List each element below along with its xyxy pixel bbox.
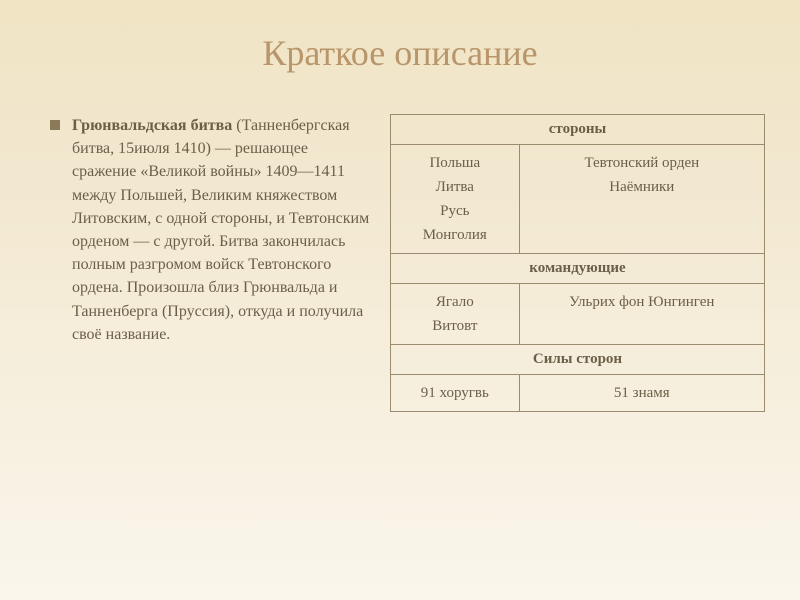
commanders-header: командующие <box>391 254 765 284</box>
description-body: (Танненбергская битва, 15июля 1410) — ре… <box>72 117 369 343</box>
content-area: Грюнвальдская битва (Танненбергская битв… <box>0 74 800 412</box>
side-item: Польша <box>399 151 511 175</box>
description-bold: Грюнвальдская битва <box>72 117 232 134</box>
side-item: Наёмники <box>528 175 756 199</box>
commander-item: Ульрих фон Юнгинген <box>528 290 756 314</box>
commanders-right-cell: Ульрих фон Юнгинген <box>519 284 764 345</box>
side-item: Русь <box>399 199 511 223</box>
side-item: Тевтонский орден <box>528 151 756 175</box>
bullet-item: Грюнвальдская битва (Танненбергская битв… <box>50 114 370 346</box>
sides-left-cell: Польша Литва Русь Монголия <box>391 145 520 254</box>
commander-item: Ягало <box>399 290 511 314</box>
forces-header: Силы сторон <box>391 345 765 375</box>
commander-item: Витовт <box>399 314 511 338</box>
forces-left-cell: 91 хоругвь <box>391 375 520 412</box>
sides-header: стороны <box>391 115 765 145</box>
square-bullet-icon <box>50 120 60 130</box>
description-panel: Грюнвальдская битва (Танненбергская битв… <box>30 114 370 412</box>
side-item: Монголия <box>399 223 511 247</box>
sides-right-cell: Тевтонский орден Наёмники <box>519 145 764 254</box>
battle-info-table: стороны Польша Литва Русь Монголия Тевто… <box>390 114 765 412</box>
side-item: Литва <box>399 175 511 199</box>
page-title: Краткое описание <box>0 0 800 74</box>
commanders-left-cell: Ягало Витовт <box>391 284 520 345</box>
table-panel: стороны Польша Литва Русь Монголия Тевто… <box>390 114 770 412</box>
description-text: Грюнвальдская битва (Танненбергская битв… <box>72 114 370 346</box>
forces-right-cell: 51 знамя <box>519 375 764 412</box>
